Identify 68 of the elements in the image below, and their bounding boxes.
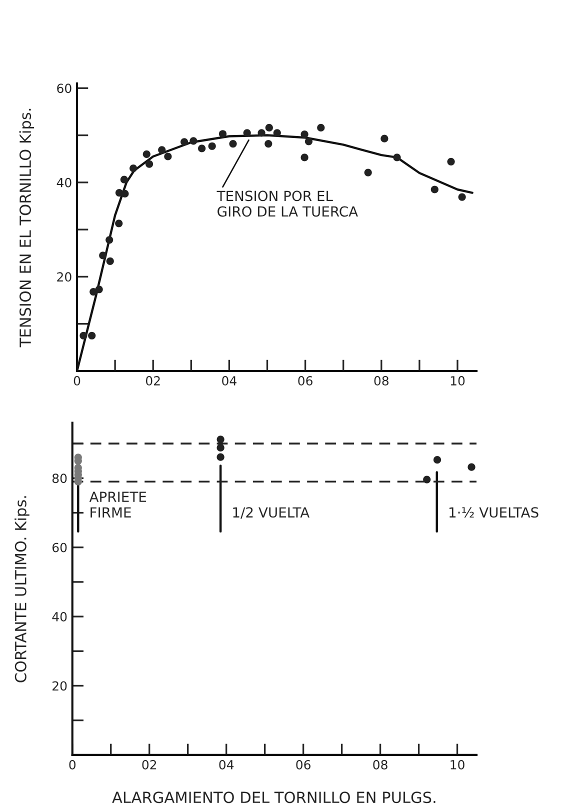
point xyxy=(433,456,442,464)
x-tick-label: 06 xyxy=(298,376,312,386)
point xyxy=(198,144,206,152)
point xyxy=(317,124,325,132)
x-tick-label: 08 xyxy=(374,376,388,386)
annotation: 1·½ VUELTAS xyxy=(450,507,538,518)
point xyxy=(300,130,308,138)
point xyxy=(216,436,224,444)
y-tick-label: 20 xyxy=(52,681,67,691)
x-tick-label: 10 xyxy=(450,760,464,770)
point xyxy=(258,129,266,137)
point xyxy=(106,257,114,265)
annotation: 1/2 VUELTA xyxy=(233,507,310,519)
point xyxy=(273,129,281,137)
x-tick-label: 0 xyxy=(69,760,76,770)
x-tick-label: 10 xyxy=(450,376,465,386)
y-axis-title: TENSION EN EL TORNILLO Kips. xyxy=(19,108,34,348)
point xyxy=(229,140,237,148)
point xyxy=(95,286,103,294)
point xyxy=(243,129,251,137)
point xyxy=(130,164,138,172)
y-axis-title: CORTANTE ULTIMO. Kips. xyxy=(14,496,30,682)
x-tick-label: 02 xyxy=(146,376,160,386)
point xyxy=(264,140,272,148)
y-tick-label: 40 xyxy=(52,612,67,622)
y-tick-label: 60 xyxy=(52,542,67,552)
point xyxy=(300,154,308,162)
x-axis-title: ALARGAMIENTO DEL TORNILLO EN PULGS. xyxy=(112,792,436,804)
point xyxy=(468,463,476,471)
x-tick-label: 08 xyxy=(373,760,388,770)
point xyxy=(218,130,227,138)
point xyxy=(447,158,455,166)
point xyxy=(106,236,114,244)
point xyxy=(180,138,188,146)
y-tick-label: 80 xyxy=(52,474,67,484)
point xyxy=(208,142,216,150)
annotation: APRIETE FIRME xyxy=(89,492,146,518)
x-tick-label: 02 xyxy=(142,760,156,770)
point xyxy=(304,138,313,146)
point xyxy=(158,146,166,154)
point xyxy=(393,154,401,162)
annotation: TENSION POR EL GIRO DE LA TUERCA xyxy=(216,190,358,217)
point xyxy=(88,332,96,340)
point xyxy=(164,152,172,160)
x-tick-label: 04 xyxy=(219,760,234,770)
point xyxy=(364,168,372,176)
point xyxy=(216,444,224,452)
point xyxy=(380,134,388,142)
point xyxy=(145,160,154,168)
x-tick-label: 0 xyxy=(74,376,80,386)
point xyxy=(99,252,107,260)
point xyxy=(423,476,431,484)
y-tick-label: 40 xyxy=(56,178,72,188)
y-tick-label: 20 xyxy=(57,272,72,282)
point xyxy=(121,190,129,198)
point xyxy=(458,193,466,201)
point xyxy=(115,220,123,228)
point xyxy=(120,176,128,184)
x-tick-label: 04 xyxy=(222,376,236,386)
point xyxy=(430,186,438,194)
point xyxy=(216,453,224,461)
point xyxy=(265,124,273,132)
point xyxy=(190,137,198,145)
y-tick-label: 60 xyxy=(57,84,72,94)
point xyxy=(90,288,98,296)
point xyxy=(80,332,88,340)
point xyxy=(142,150,150,158)
x-tick-label: 06 xyxy=(296,760,310,770)
